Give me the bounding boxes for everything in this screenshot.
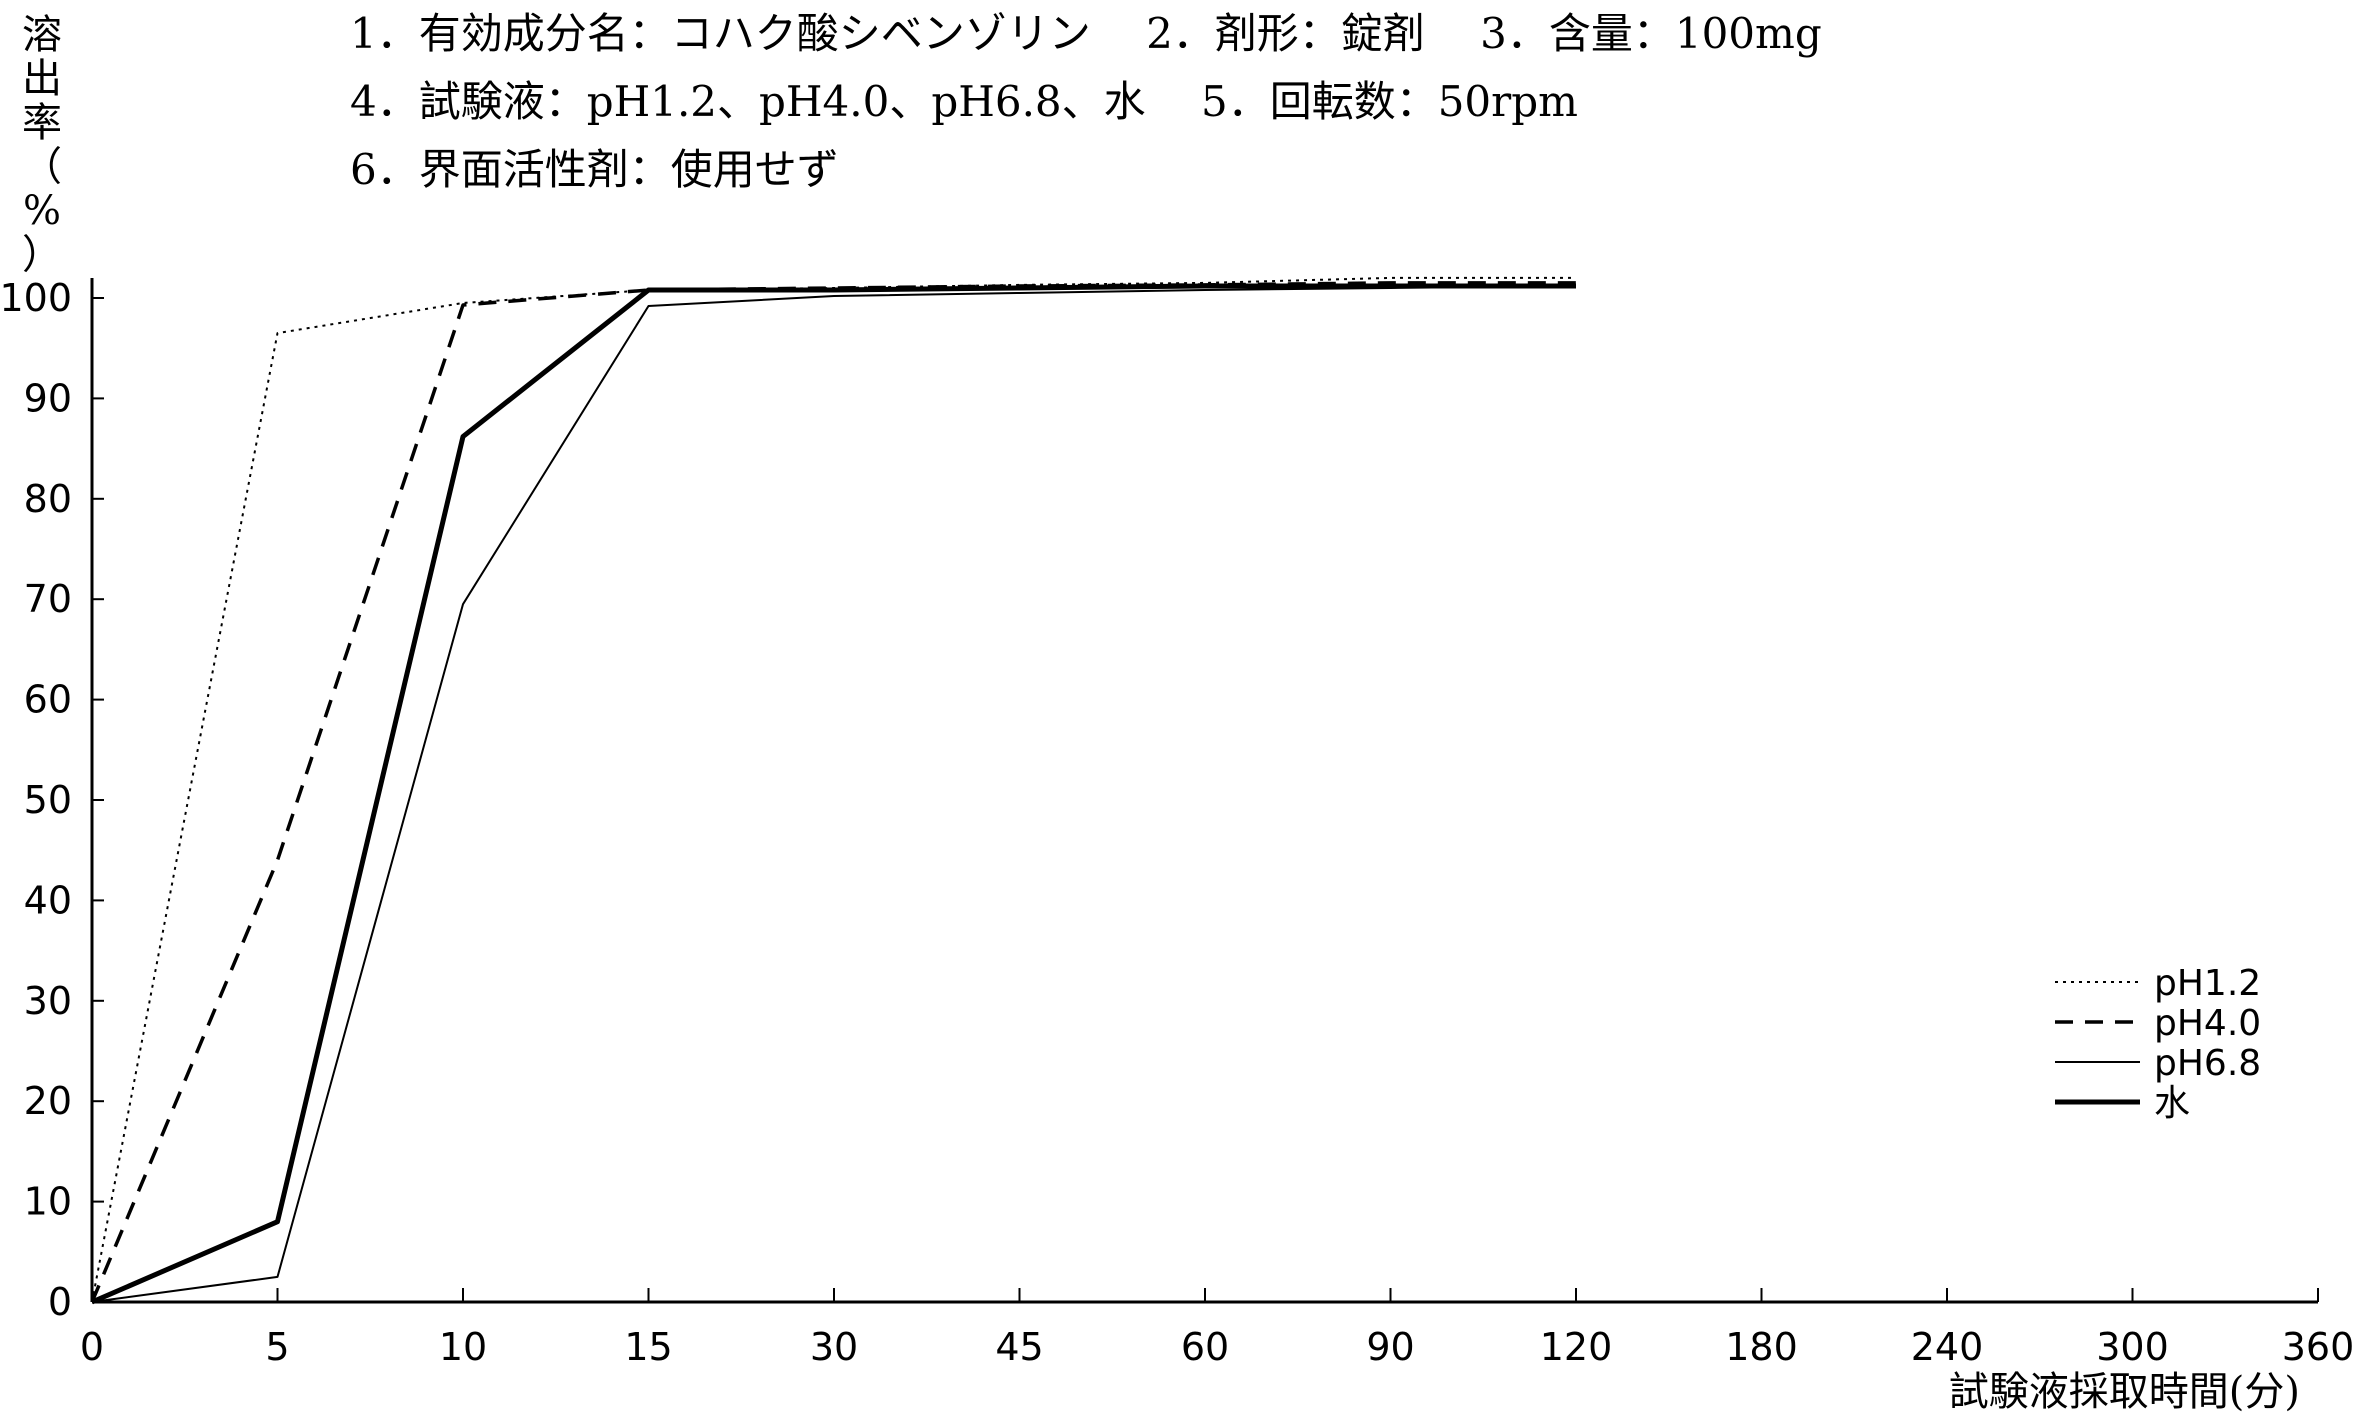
y-tick-label: 70 (24, 577, 72, 621)
legend-label: pH1.2 (2154, 963, 2261, 1004)
y-tick-label: 10 (24, 1180, 72, 1224)
x-tick-label: 90 (1366, 1325, 1414, 1369)
x-tick-label: 60 (1181, 1325, 1229, 1369)
y-axis-label-char: % (23, 188, 61, 234)
y-axis-label-char: 出 (22, 56, 62, 102)
legend-label: 水 (2154, 1083, 2190, 1124)
series-line-2 (91, 285, 1577, 1303)
x-tick-label: 0 (80, 1325, 104, 1369)
y-axis-label-char: （ (22, 144, 62, 190)
header-line-3: 6．界面活性剤：使用せず (350, 145, 839, 194)
header-line-1: 1．有効成分名：コハク酸シベンゾリン 2．剤形：錠剤 3．含量：100mg (350, 9, 1822, 58)
legend-label: pH4.0 (2154, 1003, 2261, 1044)
y-tick-label: 90 (24, 376, 72, 420)
y-tick-label: 20 (24, 1079, 72, 1123)
series-lines (90, 276, 1577, 1305)
series-line-1 (90, 281, 1576, 1303)
axes (90, 278, 2318, 1304)
y-tick-label: 100 (0, 276, 72, 320)
y-tick-label: 80 (24, 477, 72, 521)
x-tick-label: 15 (624, 1325, 672, 1369)
x-tick-label: 360 (2282, 1325, 2355, 1369)
y-axis-label-char: 率 (22, 100, 62, 146)
x-tick-label: 240 (1911, 1325, 1984, 1369)
y-tick-label: 30 (24, 979, 72, 1023)
legend-label: pH6.8 (2154, 1043, 2261, 1084)
y-tick-label: 60 (24, 678, 72, 722)
y-axis-label-char: ） (22, 232, 62, 278)
x-tick-label: 10 (439, 1325, 487, 1369)
chart-header: 1．有効成分名：コハク酸シベンゾリン 2．剤形：錠剤 3．含量：100mg 4．… (350, 0, 1822, 204)
x-ticks: 0 5 10 15 30 45 60 90 120 180 240 300 360 (80, 1288, 2354, 1369)
series-line-3 (91, 283, 1576, 1305)
x-tick-label: 30 (810, 1325, 858, 1369)
x-axis-label: 試験液採取時間(分) (1949, 1369, 2300, 1415)
x-tick-label: 300 (2096, 1325, 2169, 1369)
y-tick-label: 50 (24, 778, 72, 822)
x-tick-label: 5 (265, 1325, 289, 1369)
series-line-0 (91, 276, 1576, 1303)
y-axis-label: 溶出率（%） (22, 12, 62, 278)
header-line-2: 4．試験液：pH1.2、pH4.0、pH6.8、水 5．回転数：50rpm (350, 77, 1578, 126)
y-tick-label: 0 (48, 1280, 72, 1324)
y-axis-label-char: 溶 (22, 12, 62, 58)
y-tick-label: 40 (24, 878, 72, 922)
x-tick-label: 120 (1540, 1325, 1613, 1369)
y-ticks: 0 10 20 30 40 50 60 70 80 90 100 (0, 276, 104, 1324)
x-tick-label: 180 (1725, 1325, 1798, 1369)
x-tick-label: 45 (995, 1325, 1043, 1369)
